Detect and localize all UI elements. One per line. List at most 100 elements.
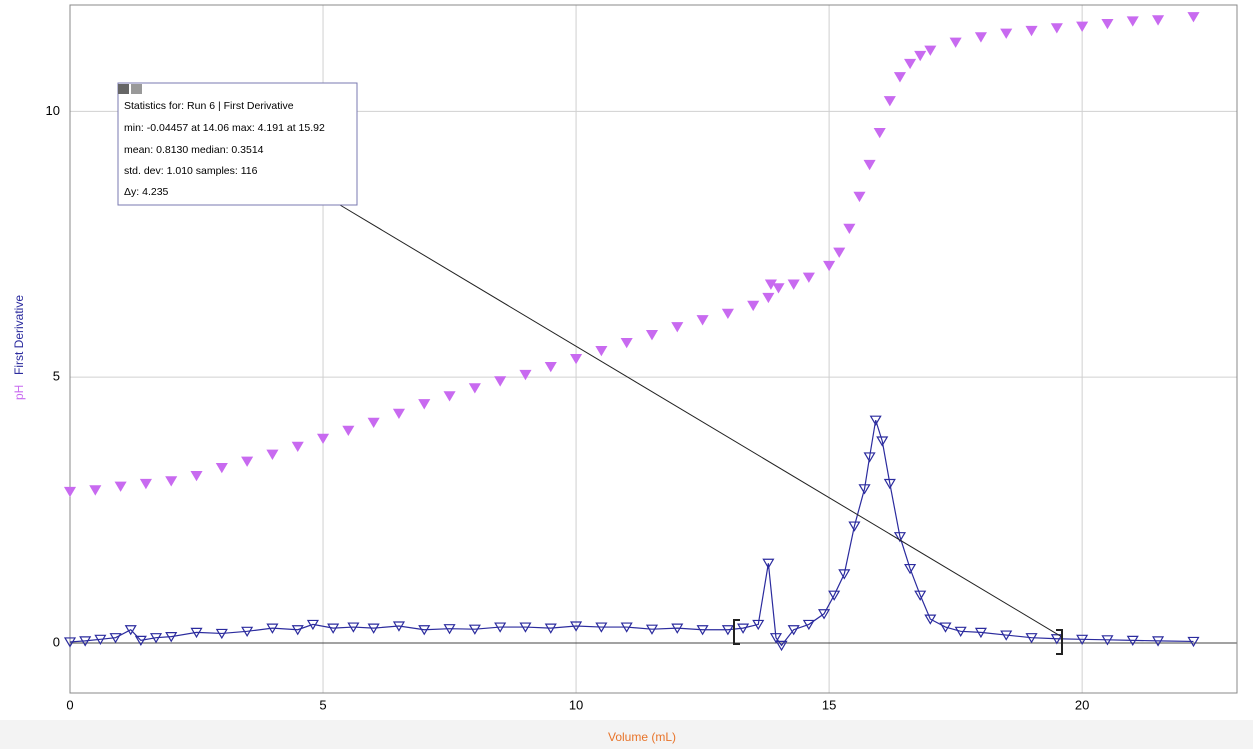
data-point	[266, 623, 279, 634]
data-point	[134, 635, 147, 647]
range-bracket-right	[1056, 629, 1063, 655]
data-point	[769, 633, 783, 644]
data-point	[306, 619, 319, 631]
data-point	[863, 159, 876, 171]
data-point	[494, 622, 507, 633]
data-point	[873, 128, 886, 139]
data-point	[721, 308, 734, 320]
data-point	[1025, 633, 1038, 644]
data-point	[1076, 21, 1089, 32]
data-point	[241, 456, 254, 467]
data-point	[1050, 634, 1063, 645]
stats-line: Δy: 4.235	[124, 186, 169, 198]
data-point	[787, 625, 800, 636]
data-point	[696, 625, 709, 636]
data-point	[620, 622, 633, 633]
x-tick-label: 0	[66, 697, 73, 712]
data-point	[1000, 28, 1013, 39]
data-point	[828, 590, 841, 601]
data-point	[823, 260, 836, 272]
stats-box: Statistics for: Run 6 | First Derivative…	[117, 82, 358, 206]
data-point	[883, 478, 896, 490]
data-point	[671, 623, 684, 634]
data-point	[924, 614, 937, 625]
data-point	[266, 449, 279, 460]
data-point	[519, 622, 532, 633]
data-point	[939, 622, 952, 633]
data-point	[762, 292, 775, 304]
series-line	[69, 420, 1194, 647]
data-point	[1101, 19, 1114, 30]
data-point	[802, 272, 815, 283]
data-point	[1152, 636, 1165, 647]
data-point	[863, 452, 876, 463]
close-button[interactable]	[118, 84, 129, 94]
options-button[interactable]	[131, 84, 142, 94]
data-point	[772, 283, 785, 294]
data-point	[1050, 23, 1063, 34]
x-axis-label: Volume (mL)	[608, 730, 676, 744]
data-point	[787, 279, 800, 290]
y-axis-label: pH	[12, 385, 26, 400]
data-point	[418, 399, 431, 410]
marks	[63, 12, 1200, 652]
data-point	[347, 622, 360, 633]
data-point	[367, 417, 380, 429]
data-point	[494, 376, 507, 387]
data-point	[893, 532, 907, 543]
data-point	[392, 621, 405, 632]
data-point	[468, 624, 481, 635]
data-point	[316, 433, 330, 445]
data-point	[752, 619, 765, 631]
y-tick-label: 10	[46, 103, 60, 118]
data-point	[114, 481, 127, 492]
data-point	[418, 625, 431, 636]
data-point	[1000, 630, 1013, 641]
y-tick-label: 5	[53, 369, 60, 384]
data-point	[149, 633, 163, 644]
range-bracket-left	[733, 619, 740, 645]
data-point	[468, 383, 481, 394]
data-point	[858, 484, 871, 495]
data-point	[190, 470, 203, 482]
x-tick-label: 20	[1075, 697, 1089, 712]
x-axis-bar	[0, 720, 1253, 749]
data-point	[924, 45, 937, 56]
data-point	[165, 476, 178, 487]
stats-title: Statistics for: Run 6 | First Derivative	[124, 100, 294, 112]
data-point	[696, 315, 709, 326]
data-point	[570, 621, 583, 632]
data-point	[843, 223, 856, 234]
data-point	[1187, 636, 1200, 648]
stats-line: std. dev: 1.010 samples: 116	[124, 165, 258, 177]
data-point	[974, 627, 987, 639]
x-tick-label: 10	[569, 697, 583, 712]
data-point	[595, 345, 608, 357]
data-point	[215, 462, 228, 474]
data-point	[241, 626, 254, 638]
data-point	[762, 558, 775, 569]
stats-line: mean: 0.8130 median: 0.3514	[124, 144, 264, 156]
data-point	[914, 50, 927, 62]
data-point	[89, 485, 102, 496]
plot-frame	[69, 4, 1238, 694]
data-point	[838, 569, 851, 580]
data-point	[869, 415, 882, 426]
data-point	[190, 627, 203, 639]
data-point	[327, 623, 340, 634]
data-point	[139, 478, 152, 490]
data-point	[883, 96, 896, 107]
data-point	[833, 247, 846, 258]
data-point	[165, 632, 178, 643]
stats-box-frame	[117, 82, 358, 206]
data-point	[124, 625, 137, 636]
data-point	[291, 441, 304, 452]
data-point	[747, 300, 760, 312]
data-point	[904, 58, 917, 70]
data-point	[1076, 634, 1089, 645]
data-point	[1152, 15, 1165, 26]
data-point	[848, 521, 861, 532]
data-point	[876, 436, 889, 447]
data-point	[63, 486, 77, 498]
